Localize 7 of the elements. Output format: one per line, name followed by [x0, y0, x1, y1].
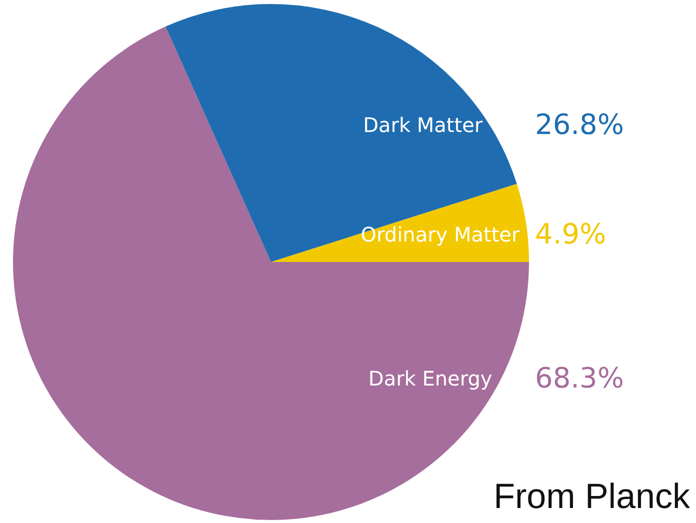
slice-label: Dark Energy	[368, 366, 492, 391]
slice-label: Dark Matter	[363, 112, 484, 137]
text: From Planck	[494, 477, 690, 517]
data-label: 26.8%	[535, 108, 624, 141]
data-label: 4.9%	[535, 218, 606, 251]
data-label: 68.3%	[535, 362, 624, 395]
slice-label: Ordinary Matter	[360, 222, 520, 246]
